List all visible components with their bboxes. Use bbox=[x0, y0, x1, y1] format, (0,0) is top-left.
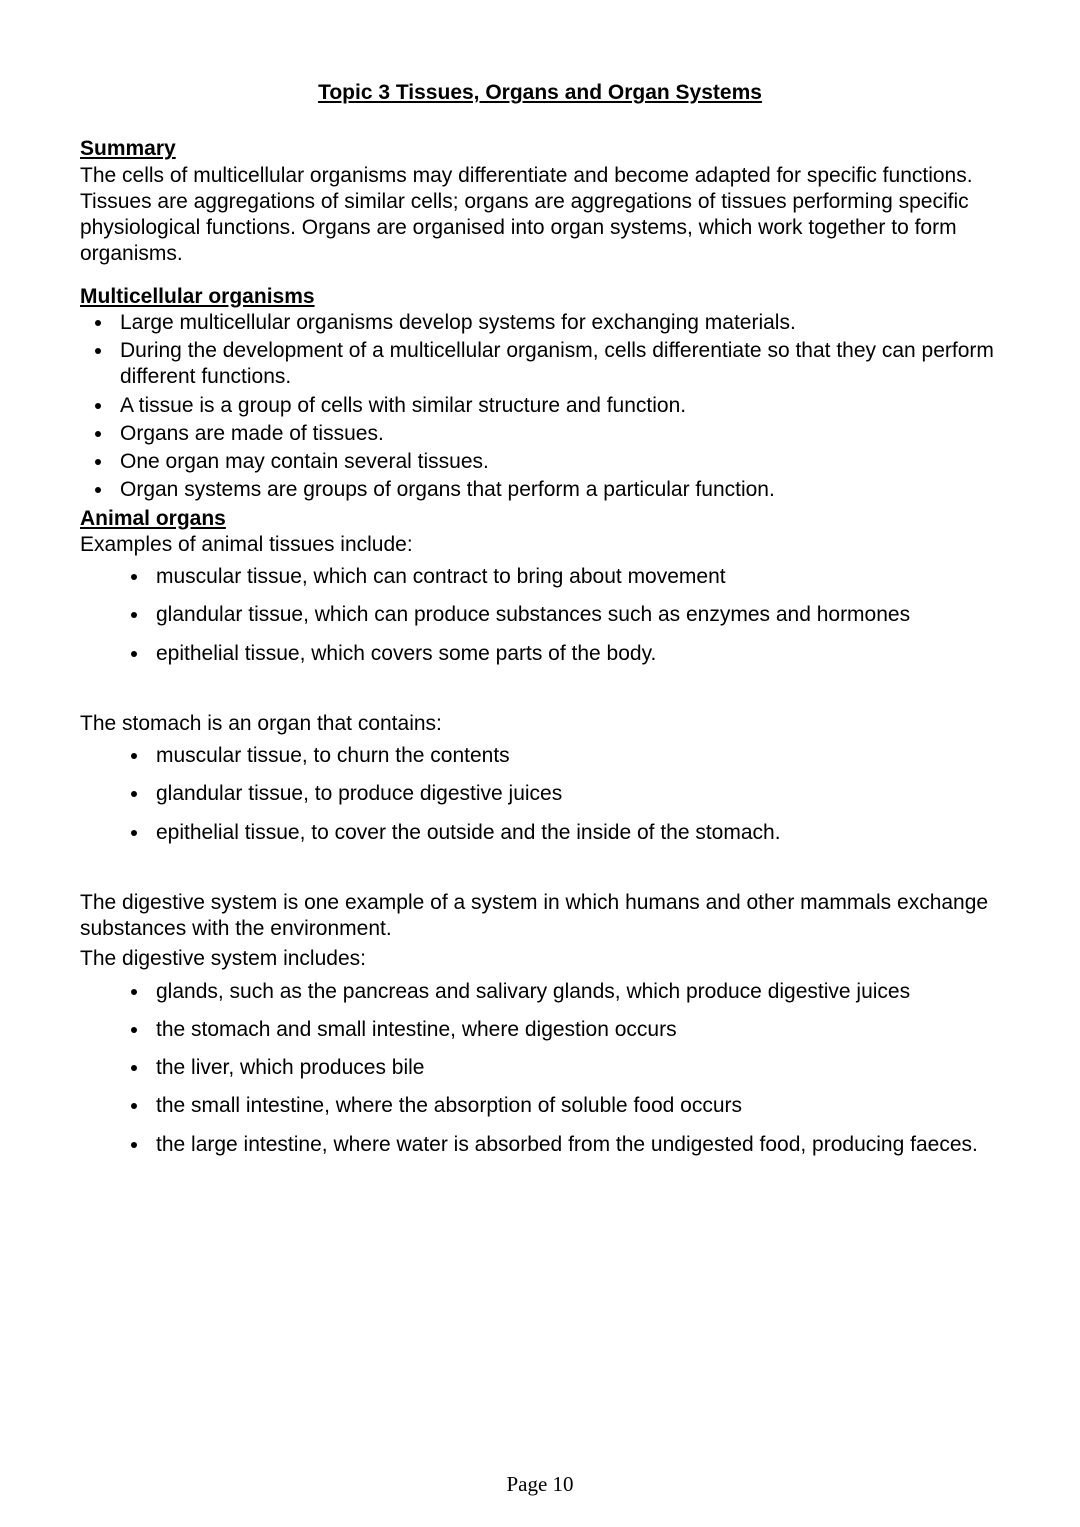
list-item: the small intestine, where the absorptio… bbox=[150, 1093, 1000, 1119]
digestive-list: glands, such as the pancreas and salivar… bbox=[80, 979, 1000, 1158]
list-item: glandular tissue, to produce digestive j… bbox=[150, 781, 1000, 807]
list-item: glands, such as the pancreas and salivar… bbox=[150, 979, 1000, 1005]
list-item: the liver, which produces bile bbox=[150, 1055, 1000, 1081]
summary-heading: Summary bbox=[80, 136, 1000, 162]
list-item: muscular tissue, which can contract to b… bbox=[150, 564, 1000, 590]
document-title: Topic 3 Tissues, Organs and Organ System… bbox=[80, 80, 1000, 106]
animal-tissues-intro: Examples of animal tissues include: bbox=[80, 532, 1000, 558]
page-content: Topic 3 Tissues, Organs and Organ System… bbox=[0, 0, 1080, 1158]
multicellular-heading: Multicellular organisms bbox=[80, 284, 1000, 310]
digestive-para: The digestive system is one example of a… bbox=[80, 890, 1000, 943]
list-item: the stomach and small intestine, where d… bbox=[150, 1017, 1000, 1043]
digestive-intro: The digestive system includes: bbox=[80, 946, 1000, 972]
stomach-list: muscular tissue, to churn the contents g… bbox=[80, 743, 1000, 846]
list-item: During the development of a multicellula… bbox=[114, 338, 1000, 391]
page-footer: Page 10 bbox=[0, 1472, 1080, 1497]
animal-organs-heading: Animal organs bbox=[80, 506, 1000, 532]
animal-tissues-list: muscular tissue, which can contract to b… bbox=[80, 564, 1000, 667]
list-item: epithelial tissue, which covers some par… bbox=[150, 641, 1000, 667]
list-item: One organ may contain several tissues. bbox=[114, 449, 1000, 475]
list-item: Organs are made of tissues. bbox=[114, 421, 1000, 447]
summary-text: The cells of multicellular organisms may… bbox=[80, 163, 1000, 268]
list-item: A tissue is a group of cells with simila… bbox=[114, 393, 1000, 419]
list-item: Organ systems are groups of organs that … bbox=[114, 477, 1000, 503]
list-item: Large multicellular organisms develop sy… bbox=[114, 310, 1000, 336]
multicellular-list: Large multicellular organisms develop sy… bbox=[80, 310, 1000, 504]
list-item: glandular tissue, which can produce subs… bbox=[150, 602, 1000, 628]
list-item: muscular tissue, to churn the contents bbox=[150, 743, 1000, 769]
list-item: the large intestine, where water is abso… bbox=[150, 1132, 1000, 1158]
list-item: epithelial tissue, to cover the outside … bbox=[150, 820, 1000, 846]
stomach-intro: The stomach is an organ that contains: bbox=[80, 711, 1000, 737]
